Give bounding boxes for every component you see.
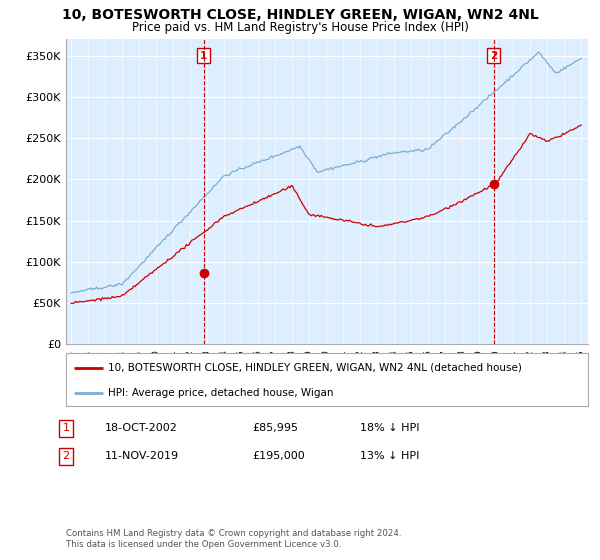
Text: £195,000: £195,000 [252, 451, 305, 461]
Text: 18-OCT-2002: 18-OCT-2002 [105, 423, 178, 433]
Text: 10, BOTESWORTH CLOSE, HINDLEY GREEN, WIGAN, WN2 4NL (detached house): 10, BOTESWORTH CLOSE, HINDLEY GREEN, WIG… [108, 363, 521, 373]
Text: 18% ↓ HPI: 18% ↓ HPI [360, 423, 419, 433]
Text: 13% ↓ HPI: 13% ↓ HPI [360, 451, 419, 461]
Text: HPI: Average price, detached house, Wigan: HPI: Average price, detached house, Wiga… [108, 388, 333, 398]
Text: 2: 2 [62, 451, 70, 461]
Text: 10, BOTESWORTH CLOSE, HINDLEY GREEN, WIGAN, WN2 4NL: 10, BOTESWORTH CLOSE, HINDLEY GREEN, WIG… [62, 8, 538, 22]
Text: 1: 1 [200, 51, 208, 60]
Text: £85,995: £85,995 [252, 423, 298, 433]
Text: Contains HM Land Registry data © Crown copyright and database right 2024.
This d: Contains HM Land Registry data © Crown c… [66, 529, 401, 549]
Text: 1: 1 [62, 423, 70, 433]
Text: 11-NOV-2019: 11-NOV-2019 [105, 451, 179, 461]
Text: 2: 2 [490, 51, 497, 60]
Text: Price paid vs. HM Land Registry's House Price Index (HPI): Price paid vs. HM Land Registry's House … [131, 21, 469, 34]
